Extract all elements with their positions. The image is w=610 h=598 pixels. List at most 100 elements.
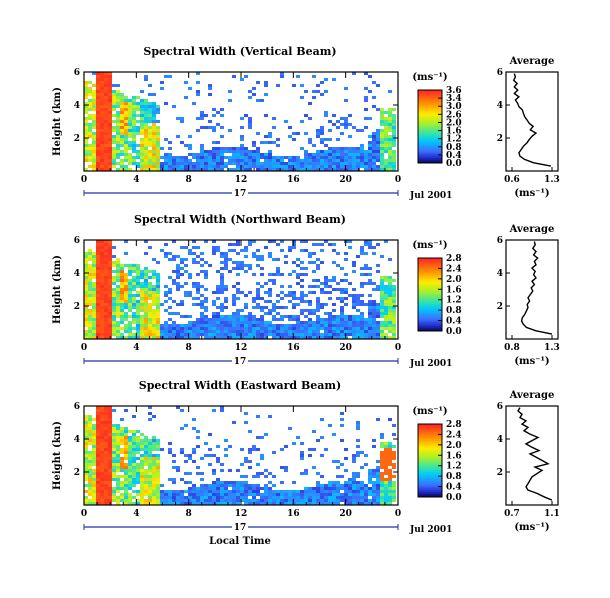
heatmap-cell	[152, 478, 156, 481]
heatmap-cell	[240, 144, 244, 147]
heatmap-cell	[116, 306, 120, 309]
heatmap-cell	[96, 412, 100, 415]
heatmap-cell	[104, 481, 108, 484]
heatmap-cell	[376, 309, 380, 312]
heatmap-cell	[88, 165, 92, 168]
heatmap-cell	[200, 306, 204, 309]
heatmap-cell	[92, 330, 96, 333]
heatmap-cell	[380, 481, 384, 484]
heatmap-cell	[352, 457, 356, 460]
heatmap-cell	[156, 454, 160, 457]
heatmap-cell	[108, 138, 112, 141]
heatmap-cell	[288, 502, 292, 505]
heatmap-cell	[332, 496, 336, 499]
heatmap-cell	[248, 430, 252, 433]
heatmap-cell	[140, 165, 144, 168]
heatmap-cell	[244, 321, 248, 324]
heatmap-cell	[140, 111, 144, 114]
heatmap-cell	[92, 424, 96, 427]
heatmap-cell	[116, 454, 120, 457]
heatmap-cell	[368, 267, 372, 270]
heatmap-cell	[372, 472, 376, 475]
colorbar-tick-label: 0.4	[446, 151, 462, 161]
heatmap-cell	[308, 312, 312, 315]
heatmap-cell	[304, 315, 308, 318]
heatmap-cell	[152, 288, 156, 291]
heatmap-cell	[324, 111, 328, 114]
heatmap-cell	[368, 336, 372, 339]
x-tick-label: 12	[235, 509, 248, 519]
colorbar-tick-label: 3.0	[446, 102, 462, 112]
heatmap-cell	[104, 297, 108, 300]
heatmap-cell	[196, 81, 200, 84]
heatmap-cell	[120, 312, 124, 315]
heatmap-cell	[104, 240, 108, 243]
colorbar-segment	[418, 464, 442, 467]
heatmap-cell	[140, 273, 144, 276]
heatmap-cell	[292, 165, 296, 168]
heatmap-cell	[368, 282, 372, 285]
heatmap-cell	[228, 330, 232, 333]
heatmap-cell	[88, 291, 92, 294]
heatmap-cell	[364, 150, 368, 153]
heatmap-cell	[204, 270, 208, 273]
heatmap-cell	[200, 493, 204, 496]
heatmap-cell	[212, 126, 216, 129]
heatmap-cell	[108, 120, 112, 123]
heatmap-cell	[100, 318, 104, 321]
x-axis-label: Local Time	[209, 536, 271, 547]
heatmap-cell	[168, 258, 172, 261]
heatmap-cell	[248, 330, 252, 333]
heatmap-cell	[180, 273, 184, 276]
heatmap-cell	[380, 165, 384, 168]
heatmap-cell	[380, 297, 384, 300]
heatmap-cell	[104, 81, 108, 84]
heatmap-cell	[356, 153, 360, 156]
heatmap-cell	[128, 156, 132, 159]
heatmap-cell	[96, 93, 100, 96]
heatmap-cell	[376, 138, 380, 141]
heatmap-cell	[388, 165, 392, 168]
heatmap-cell	[292, 303, 296, 306]
y-tick-label: 4	[74, 101, 80, 111]
heatmap-cell	[116, 499, 120, 502]
heatmap-cell	[292, 132, 296, 135]
heatmap-cell	[376, 487, 380, 490]
heatmap-cell	[128, 105, 132, 108]
heatmap-cell	[380, 276, 384, 279]
heatmap-cell	[368, 165, 372, 168]
heatmap-cell	[96, 406, 100, 409]
heatmap-cell	[120, 135, 124, 138]
heatmap-cell	[336, 120, 340, 123]
heatmap-cell	[264, 165, 268, 168]
heatmap-cell	[140, 433, 144, 436]
heatmap-cell	[148, 138, 152, 141]
heatmap-cell	[392, 499, 396, 502]
heatmap-cell	[348, 496, 352, 499]
heatmap-cell	[124, 159, 128, 162]
heatmap-cell	[220, 291, 224, 294]
heatmap-cell	[144, 463, 148, 466]
heatmap-cell	[244, 306, 248, 309]
heatmap-cell	[236, 499, 240, 502]
heatmap-cell	[92, 126, 96, 129]
heatmap-cell	[92, 165, 96, 168]
heatmap-cell	[144, 309, 148, 312]
heatmap-cell	[360, 159, 364, 162]
heatmap-cell	[140, 99, 144, 102]
heatmap-cell	[136, 451, 140, 454]
heatmap-cell	[192, 490, 196, 493]
heatmap-cell	[340, 291, 344, 294]
heatmap-cell	[100, 276, 104, 279]
heatmap-cell	[112, 141, 116, 144]
heatmap-cell	[208, 463, 212, 466]
heatmap-cell	[372, 490, 376, 493]
heatmap-cell	[160, 499, 164, 502]
heatmap-cell	[132, 327, 136, 330]
heatmap-cell	[152, 147, 156, 150]
heatmap-cell	[180, 120, 184, 123]
heatmap-cell	[248, 499, 252, 502]
heatmap-cell	[96, 424, 100, 427]
heatmap-cell	[260, 330, 264, 333]
heatmap-cell	[84, 129, 88, 132]
